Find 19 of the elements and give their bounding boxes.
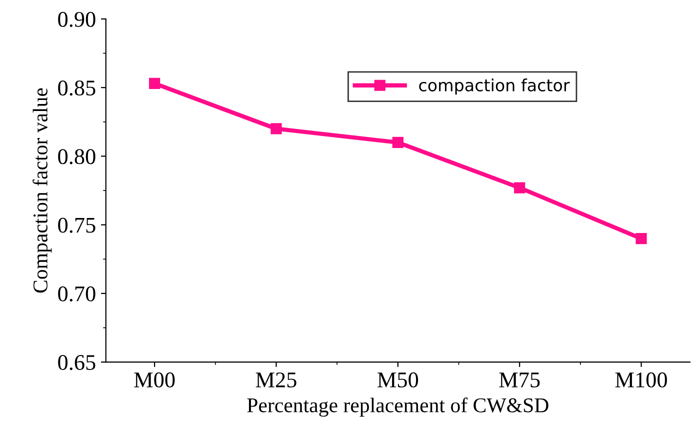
y-tick-label: 0.85: [58, 80, 96, 96]
x-axis-title: Percentage replacement of CW&SD: [247, 397, 548, 417]
point: [392, 136, 404, 148]
x-tick-label: M100: [615, 372, 667, 388]
point: [148, 78, 160, 90]
legend-label: compaction factor: [419, 78, 570, 95]
point: [514, 182, 526, 194]
x-tick-label: M00: [134, 372, 175, 388]
y-tick-label: 0.75: [58, 218, 96, 233]
y-tick-label: 0.90: [58, 12, 96, 27]
x-tick-label: M25: [256, 372, 296, 388]
y-axis-title: Compaction factor value: [32, 88, 52, 293]
x-tick-label: M50: [378, 372, 418, 388]
point: [636, 232, 647, 244]
x-tick-label: M75: [499, 372, 540, 388]
y-tick-label: 0.65: [58, 354, 96, 370]
point: [270, 123, 282, 134]
y-tick-label: 0.70: [58, 286, 96, 302]
y-tick-label: 0.80: [58, 149, 96, 164]
